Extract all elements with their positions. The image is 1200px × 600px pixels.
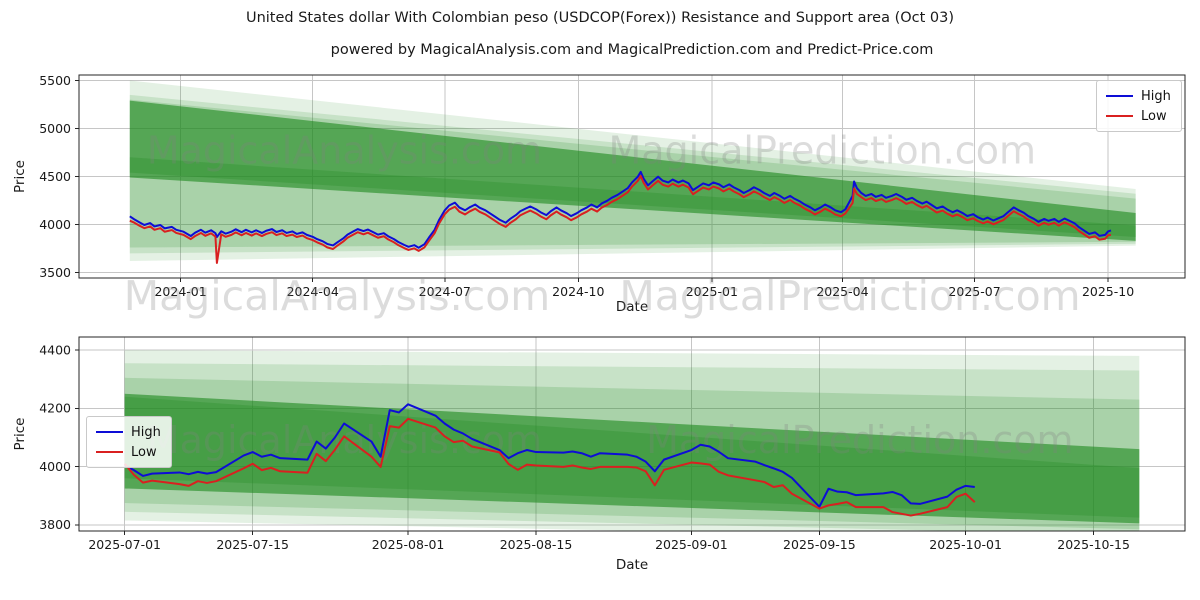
- x-tick-label: 2024-01: [154, 284, 206, 299]
- x-tick-label: 2025-01: [686, 284, 738, 299]
- y-tick-label: 4400: [39, 342, 71, 357]
- x-tick-label: 2025-09-15: [783, 537, 856, 552]
- tick-labels: 2025-07-01 2025-07-15 2025-08-01 2025-08-15…: [39, 342, 1130, 552]
- y-tick-label: 5500: [39, 73, 71, 88]
- axes-frame: [78, 336, 1186, 532]
- y-tick-label: 3800: [39, 517, 71, 532]
- low-line-swatch: [96, 451, 123, 453]
- legend-top-chart: High Low: [1096, 80, 1182, 132]
- legend-item-low: Low: [96, 442, 161, 462]
- x-tick-label: 2024-07: [419, 284, 471, 299]
- x-tick-label: 2025-07: [948, 284, 1000, 299]
- tick-labels: 2024-01 2024-04 2024-07 2024-10 2025-01 2025-…: [39, 73, 1134, 299]
- series-low-line: [123, 417, 976, 517]
- high-line-swatch: [1106, 95, 1133, 97]
- series-high-line: [124, 403, 975, 508]
- series-low-line: [129, 175, 1112, 264]
- x-axis-label: Date: [616, 557, 648, 573]
- x-tick-label: 2025-08-01: [372, 537, 445, 552]
- high-line-swatch: [96, 431, 123, 433]
- figure-title: United States dollar With Colombian peso…: [245, 10, 955, 26]
- x-tick-label: 2025-09-01: [655, 537, 728, 552]
- legend-item-low: Low: [1106, 106, 1171, 126]
- tick-marks: [75, 79, 1109, 282]
- tick-marks: [75, 349, 1095, 535]
- x-tick-label: 2025-10-01: [929, 537, 1002, 552]
- legend-item-high: High: [1106, 86, 1171, 106]
- y-tick-label: 4000: [39, 459, 71, 474]
- figure-subtitle: powered by MagicalAnalysis.com and Magic…: [330, 42, 934, 58]
- y-tick-label: 4000: [39, 217, 71, 232]
- legend-label-low: Low: [131, 444, 157, 460]
- y-axis-label: Price: [12, 160, 28, 193]
- y-axis-label: Price: [12, 418, 28, 451]
- y-tick-label: 3500: [39, 265, 71, 280]
- band: [129, 100, 1136, 241]
- band: [124, 393, 1140, 524]
- x-tick-label: 2025-10-15: [1057, 537, 1130, 552]
- x-tick-label: 2025-04: [816, 284, 868, 299]
- y-tick-label: 4200: [39, 401, 71, 416]
- support-resistance-bands: [124, 350, 1140, 531]
- support-resistance-bands: [129, 80, 1136, 261]
- x-tick-label: 2024-10: [552, 284, 604, 299]
- low-line-swatch: [1106, 115, 1133, 117]
- x-tick-label: 2025-07-15: [216, 537, 289, 552]
- legend-label-low: Low: [1141, 108, 1167, 124]
- watermark-analysis: MagicalAnalysis.com: [147, 129, 542, 173]
- long-term-panel: MagicalAnalysis.com MagicalPrediction.com…: [12, 73, 1186, 315]
- legend-label-high: High: [131, 424, 161, 440]
- band: [129, 157, 1136, 237]
- band: [124, 396, 1140, 518]
- watermark-prediction: MagicalPrediction.com: [646, 418, 1074, 462]
- watermark-prediction: MagicalPrediction.com: [608, 129, 1036, 173]
- legend-bottom-chart: High Low: [86, 416, 172, 468]
- x-axis-label: Date: [616, 299, 648, 315]
- recent-panel: MagicalAnalysis.com MagicalPrediction.com…: [12, 336, 1186, 573]
- y-tick-label: 5000: [39, 121, 71, 136]
- x-tick-label: 2025-10: [1082, 284, 1134, 299]
- legend-label-high: High: [1141, 88, 1171, 104]
- x-tick-label: 2025-08-15: [500, 537, 573, 552]
- x-tick-label: 2025-07-01: [88, 537, 161, 552]
- series-high-line: [129, 170, 1112, 249]
- legend-item-high: High: [96, 422, 161, 442]
- y-tick-label: 4500: [39, 169, 71, 184]
- x-tick-label: 2024-04: [287, 284, 339, 299]
